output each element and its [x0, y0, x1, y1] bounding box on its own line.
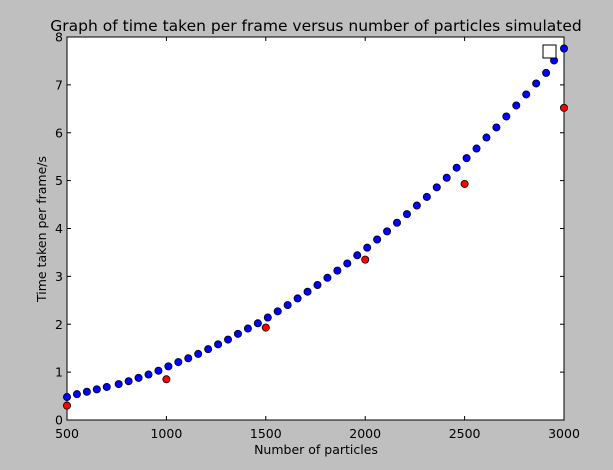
- x-tick-label-5: 3000: [548, 426, 580, 441]
- series-1-point-4: [460, 179, 469, 188]
- series-0-point-48: [542, 68, 551, 77]
- series-0-point-19: [253, 319, 262, 328]
- series-0-point-25: [313, 280, 322, 289]
- series-0-point-46: [522, 90, 531, 99]
- series-0-point-18: [243, 324, 252, 333]
- y-axis-label: Time taken per frame/s: [34, 156, 49, 303]
- series-0-point-33: [393, 218, 402, 227]
- y-tick-label-4: 4: [55, 221, 63, 236]
- series-0-point-10: [164, 362, 173, 371]
- series-0-point-17: [233, 329, 242, 338]
- series-0-point-30: [363, 243, 372, 252]
- series-1-point-3: [361, 255, 370, 264]
- series-0-point-37: [432, 183, 441, 192]
- series-0-point-8: [144, 370, 153, 379]
- series-0-point-12: [184, 354, 193, 363]
- series-0-point-41: [472, 144, 481, 153]
- y-tick-label-6: 6: [55, 125, 63, 140]
- series-0-point-5: [114, 380, 123, 389]
- series-0-point-7: [134, 373, 143, 382]
- series-0-point-6: [124, 377, 133, 386]
- x-tick-label-2: 1500: [250, 426, 282, 441]
- data-points: [63, 44, 569, 410]
- y-tick-label-8: 8: [55, 30, 63, 45]
- axis-tick-labels: 500 1000 1500 2000 2500 3000 0 1 2 3 4 5 6 7 8: [55, 30, 580, 442]
- x-tick-label-1: 1000: [150, 426, 182, 441]
- y-tick-label-1: 1: [55, 365, 63, 380]
- series-0-point-43: [492, 123, 501, 132]
- series-0-point-42: [482, 133, 491, 142]
- series-0-point-27: [333, 266, 342, 275]
- series-0-point-35: [412, 201, 421, 210]
- y-tick-label-5: 5: [55, 173, 63, 188]
- series-0-point-40: [462, 154, 471, 163]
- series-0-point-31: [373, 235, 382, 244]
- series-0-point-22: [283, 301, 292, 310]
- series-1-point-0: [63, 401, 72, 410]
- series-0-point-21: [273, 307, 282, 316]
- x-tick-label-4: 2500: [449, 426, 481, 441]
- series-0-point-45: [512, 101, 521, 110]
- series-1-point-1: [162, 375, 171, 384]
- y-tick-label-2: 2: [55, 317, 63, 332]
- series-0-point-15: [214, 340, 223, 349]
- series-0-point-9: [154, 366, 163, 375]
- y-tick-label-7: 7: [55, 77, 63, 92]
- series-1-point-2: [261, 323, 270, 332]
- x-tick-label-3: 2000: [349, 426, 381, 441]
- series-0-point-11: [174, 358, 183, 367]
- series-0-point-2: [82, 387, 91, 396]
- x-axis-label: Number of particles: [254, 442, 378, 457]
- series-0-point-3: [92, 385, 101, 394]
- series-0-point-50: [560, 44, 569, 53]
- series-0-point-47: [532, 79, 541, 88]
- series-1-point-5: [560, 103, 569, 112]
- axis-ticks: [66, 36, 565, 421]
- series-0-point-24: [303, 287, 312, 296]
- y-tick-label-3: 3: [55, 269, 63, 284]
- series-0-point-1: [72, 390, 81, 399]
- series-0-point-26: [323, 273, 332, 282]
- x-tick-label-0: 500: [55, 426, 79, 441]
- series-0-point-23: [293, 294, 302, 303]
- series-0-point-4: [102, 382, 111, 391]
- series-0-point-32: [383, 227, 392, 236]
- plot-area: [66, 36, 565, 421]
- series-0-point-13: [194, 349, 203, 358]
- series-0-point-16: [224, 335, 233, 344]
- series-0-point-20: [263, 313, 272, 322]
- series-0-point-0: [63, 393, 72, 402]
- series-0-point-39: [452, 163, 461, 172]
- legend-box: [542, 44, 557, 59]
- chart-title: Graph of time taken per frame versus num…: [50, 17, 581, 35]
- series-0-point-14: [204, 345, 213, 354]
- series-0-point-34: [402, 210, 411, 219]
- series-0-point-38: [442, 173, 451, 182]
- series-0-point-36: [422, 192, 431, 201]
- series-0-point-44: [502, 112, 511, 121]
- series-0-point-29: [353, 251, 362, 260]
- y-tick-label-0: 0: [55, 413, 63, 428]
- series-0-point-28: [343, 259, 352, 268]
